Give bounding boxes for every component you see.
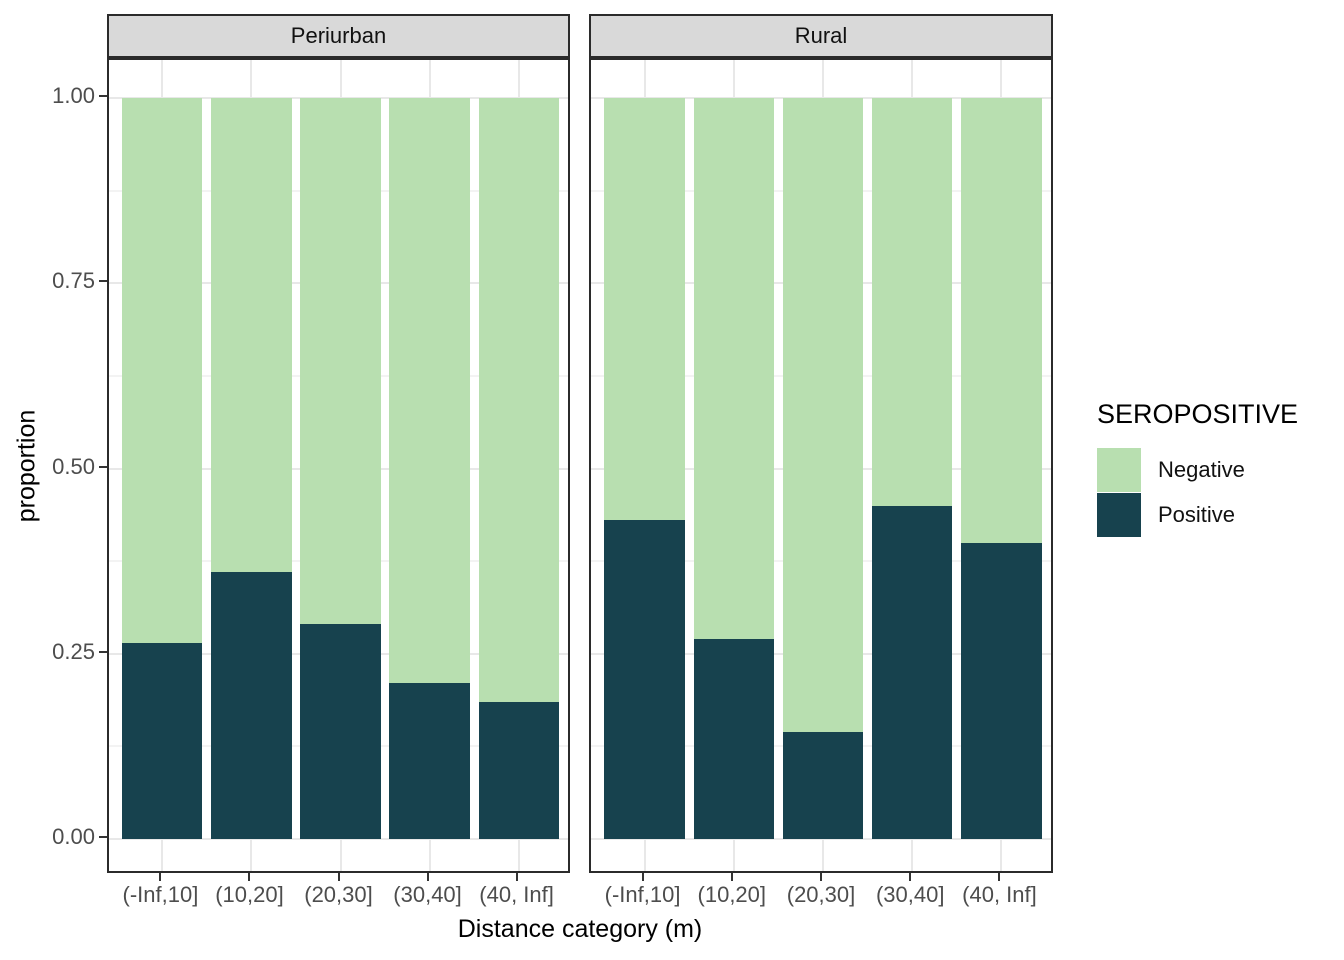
bar-(-Inf,10]-negative <box>604 98 685 521</box>
legend-item-positive: Positive <box>1097 492 1298 537</box>
x-tick-label: (30,40] <box>875 882 945 907</box>
bar-(40, Inf]-negative <box>478 98 559 702</box>
legend: SEROPOSITIVE Negative Positive <box>1097 399 1298 537</box>
bar-(20,30]-negative <box>782 98 864 732</box>
bar-(30,40]-positive <box>872 505 953 839</box>
y-axis-tick <box>99 836 107 838</box>
x-axis-tick <box>426 873 429 881</box>
major-gridline <box>109 838 568 840</box>
facet-panel-rural <box>589 58 1053 873</box>
y-tick-label: 0.75 <box>52 268 95 294</box>
y-tick-label: 0.00 <box>52 824 95 849</box>
legend-key-swatch <box>1097 492 1141 537</box>
x-tick-label: (-Inf,10] <box>122 882 199 907</box>
bar-(30,40]-positive <box>389 683 470 839</box>
x-tick-label: (40, Inf] <box>962 882 1037 907</box>
x-axis-tick <box>159 873 162 881</box>
legend-item-label: Positive <box>1158 501 1236 527</box>
x-tick-label: (20,30] <box>304 882 373 907</box>
x-axis-tick <box>909 873 912 881</box>
bar-(10,20]-positive <box>693 638 774 839</box>
x-axis-tick <box>730 873 733 881</box>
y-axis-tick <box>99 465 107 468</box>
bar-(-Inf,10]-positive <box>122 642 203 839</box>
facet-strip-label: Periurban <box>290 23 387 48</box>
bar-(40, Inf]-positive <box>961 542 1042 839</box>
x-axis-tick <box>998 873 1001 881</box>
x-axis-tick <box>820 873 822 881</box>
bar-(20,30]-positive <box>300 624 381 839</box>
y-tick-label: 0.25 <box>52 638 95 664</box>
x-axis-tick <box>515 873 518 881</box>
y-tick-label: 1.00 <box>52 83 95 108</box>
x-tick-label: (10,20] <box>697 882 767 907</box>
major-gridline <box>591 838 1051 840</box>
x-tick-label: (30,40] <box>393 882 462 907</box>
legend-title: SEROPOSITIVE <box>1097 399 1299 429</box>
x-axis-tick <box>337 873 340 881</box>
bar-(10,20]-negative <box>211 98 292 573</box>
x-tick-label: (20,30] <box>786 882 856 907</box>
legend-item-negative: Negative <box>1097 447 1298 492</box>
y-axis-tick <box>99 650 107 653</box>
legend-items: Negative Positive <box>1097 447 1298 537</box>
bar-(30,40]-negative <box>389 98 470 684</box>
x-axis-title: Distance category (m) <box>457 915 703 943</box>
y-tick-label: 0.50 <box>52 453 95 479</box>
facet-strip-rural: Rural <box>589 14 1053 58</box>
facet-panel-periurban <box>107 58 570 873</box>
bar-(40, Inf]-positive <box>478 701 559 839</box>
legend-key-swatch <box>1097 447 1141 492</box>
x-tick-label: (40, Inf] <box>479 882 554 907</box>
x-axis-tick <box>248 873 251 881</box>
legend-item-label: Negative <box>1158 456 1245 482</box>
bar-(30,40]-negative <box>872 98 953 506</box>
y-axis-tick <box>99 280 107 283</box>
y-axis-tick <box>99 95 107 97</box>
bar-(10,20]-positive <box>211 572 292 839</box>
bar-(20,30]-negative <box>300 98 381 625</box>
bar-(-Inf,10]-negative <box>122 98 203 643</box>
bar-(10,20]-negative <box>693 98 774 639</box>
x-axis-tick <box>641 873 644 881</box>
bar-(-Inf,10]-positive <box>604 520 685 839</box>
facet-strip-periurban: Periurban <box>107 14 570 58</box>
x-tick-label: (10,20] <box>215 882 284 907</box>
x-tick-label: (-Inf,10] <box>604 882 681 907</box>
bar-(40, Inf]-negative <box>961 98 1042 543</box>
facet-strip-label: Rural <box>794 23 848 48</box>
bar-(20,30]-positive <box>782 731 864 839</box>
